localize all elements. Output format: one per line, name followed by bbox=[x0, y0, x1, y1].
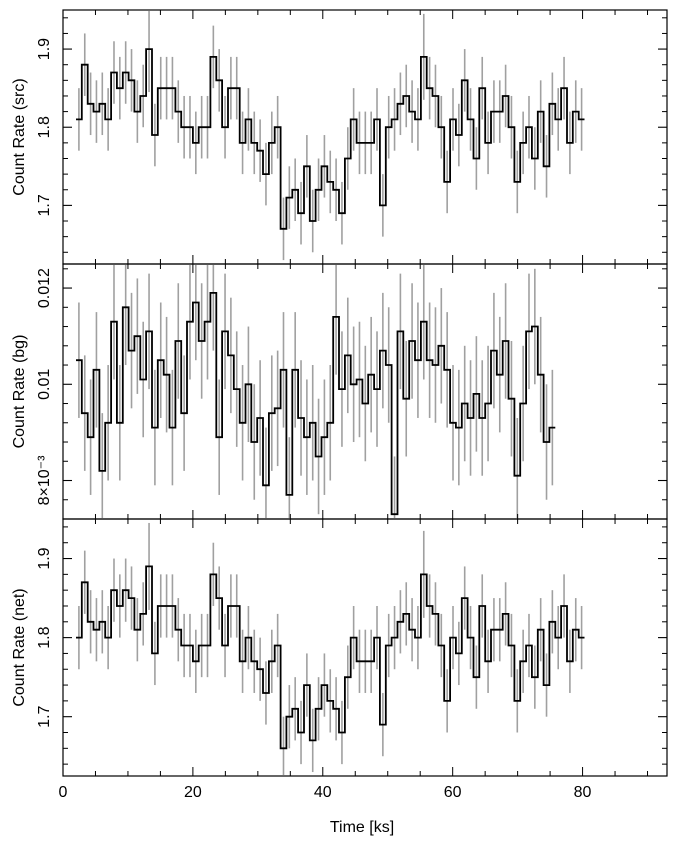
y-axis-title: Count Rate (src) bbox=[11, 78, 28, 195]
y-tick-label: 1.7 bbox=[36, 705, 53, 727]
panels-group: 1.7 1.8 1.9 Count Rate (src) 8×10⁻³ 0.01 0.012… bbox=[11, 9, 668, 801]
y-tick-label: 0.01 bbox=[36, 369, 53, 400]
x-axis-labels: 0 20 40 60 80 bbox=[59, 784, 592, 801]
x-tick-label: 20 bbox=[184, 784, 202, 801]
panel-count-rate-bg: 8×10⁻³ 0.01 0.012 Count Rate (bg) bbox=[11, 263, 668, 520]
panel-count-rate-net: 1.7 1.8 1.9 Count Rate (net) bbox=[11, 518, 668, 777]
x-tick-label: 0 bbox=[59, 784, 68, 801]
x-axis-title: Time [ks] bbox=[330, 819, 394, 836]
y-tick-label: 1.8 bbox=[36, 116, 53, 138]
y-axis-title: Count Rate (net) bbox=[11, 588, 28, 706]
step-line bbox=[76, 48, 585, 230]
panel-count-rate-src: 1.7 1.8 1.9 Count Rate (src) bbox=[11, 9, 668, 265]
y-tick-label: 1.7 bbox=[36, 194, 53, 216]
panel-frame bbox=[62, 518, 668, 777]
x-tick-label: 40 bbox=[314, 784, 332, 801]
y-axis-title: Count Rate (bg) bbox=[11, 335, 28, 449]
y-tick-label: 0.012 bbox=[36, 268, 53, 308]
y-tick-label: 1.9 bbox=[36, 547, 53, 569]
y-tick-label: 1.8 bbox=[36, 626, 53, 648]
x-tick-label: 60 bbox=[444, 784, 462, 801]
y-tick-label: 8×10⁻³ bbox=[36, 455, 53, 505]
y-tick-label: 1.9 bbox=[36, 38, 53, 60]
x-tick-label: 80 bbox=[574, 784, 592, 801]
step-line bbox=[76, 292, 556, 516]
step-line bbox=[76, 565, 585, 750]
